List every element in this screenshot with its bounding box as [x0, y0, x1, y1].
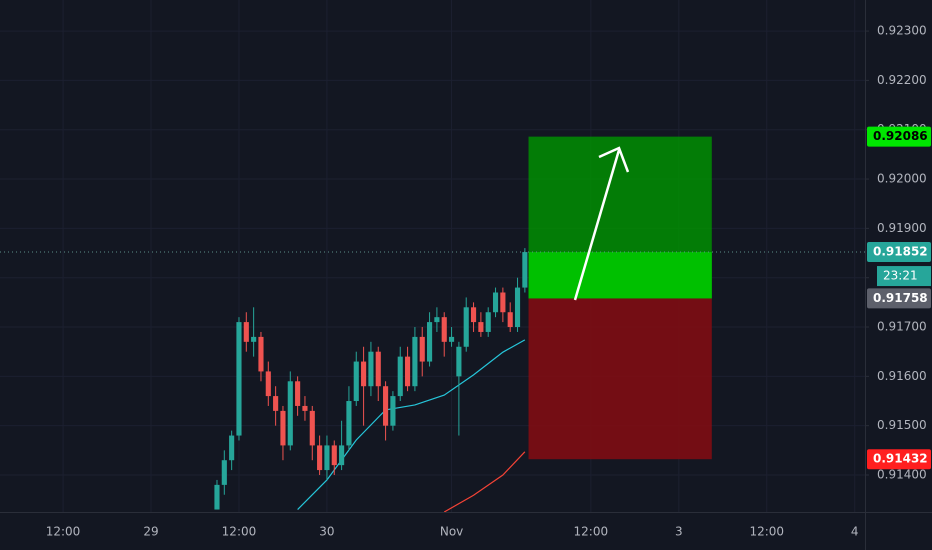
- price-label: 0.91432: [873, 452, 928, 466]
- y-tick-label: 0.91700: [877, 320, 927, 334]
- candle-body: [287, 381, 293, 446]
- price-label-bg: [867, 126, 931, 147]
- price-label: 0.91852: [873, 245, 928, 259]
- candle-body: [456, 346, 462, 377]
- candle-body: [507, 312, 513, 328]
- candle-body: [339, 445, 345, 466]
- candle-body: [383, 386, 389, 426]
- grid: [0, 0, 865, 512]
- candle-body: [295, 381, 301, 406]
- candle-body: [368, 351, 374, 387]
- y-tick-label: 0.91600: [877, 369, 927, 383]
- candle-body: [405, 356, 411, 387]
- candle-body: [375, 351, 381, 387]
- price-label: 0.92086: [873, 129, 928, 143]
- candle-body: [346, 401, 352, 446]
- x-tick-label: 30: [319, 525, 334, 539]
- candle-body: [361, 361, 367, 387]
- candle-body: [221, 460, 227, 485]
- candle-body: [485, 312, 491, 332]
- candle-body: [522, 252, 528, 288]
- candle-body: [412, 336, 418, 387]
- y-tick-label: 0.92000: [877, 172, 927, 186]
- candle-body: [214, 484, 220, 510]
- x-tick-label: Nov: [440, 525, 463, 539]
- candle-body: [236, 322, 242, 436]
- position-tool[interactable]: [528, 136, 712, 460]
- x-tick-label: 12:00: [749, 525, 784, 539]
- candle-body: [280, 410, 286, 446]
- candle-body: [353, 361, 359, 402]
- moving-average: [443, 451, 526, 512]
- arrow-head: [598, 146, 630, 173]
- x-tick-label: 12:00: [222, 525, 257, 539]
- price-label-bg: [867, 242, 931, 263]
- candle-body: [258, 336, 264, 372]
- candle-body: [500, 292, 506, 313]
- candle-body: [317, 445, 323, 471]
- candle-body: [514, 287, 521, 328]
- x-tick-label: 12:00: [574, 525, 609, 539]
- candle-body: [492, 292, 499, 313]
- y-tick-label: 0.91500: [877, 418, 927, 432]
- candle-body: [302, 405, 308, 411]
- candle-body: [309, 410, 315, 446]
- x-tick-label: 29: [143, 525, 158, 539]
- price-label: 0.91758: [873, 291, 928, 305]
- axes: 0.923000.922000.921000.920000.919000.918…: [46, 24, 931, 539]
- x-tick-label: 4: [851, 525, 859, 539]
- candle-body: [478, 322, 484, 332]
- y-tick-label: 0.91400: [877, 468, 927, 482]
- candle-body: [251, 336, 257, 342]
- arrow[interactable]: [573, 149, 621, 301]
- candle-body: [470, 307, 477, 323]
- candle-body: [441, 317, 447, 342]
- candle-body: [229, 435, 235, 461]
- candle-body: [265, 371, 271, 397]
- candle-body: [324, 445, 330, 471]
- candle-body: [243, 322, 249, 342]
- y-tick-label: 0.92200: [877, 73, 927, 87]
- x-tick-label: 12:00: [46, 525, 81, 539]
- candle-body: [390, 396, 396, 426]
- candle-body: [434, 317, 440, 323]
- price-label-bg: [867, 449, 931, 470]
- y-tick-label: 0.91900: [877, 221, 927, 235]
- candle-body: [397, 356, 403, 397]
- moving-average: [297, 339, 526, 510]
- countdown-label: 23:21: [883, 269, 918, 283]
- candle-body: [419, 336, 425, 362]
- countdown-bg: [877, 266, 931, 287]
- y-tick-label: 0.92300: [877, 24, 927, 38]
- candle-body: [448, 336, 455, 342]
- stop-zone: [528, 298, 712, 460]
- candle-body: [331, 445, 337, 466]
- candle-body: [463, 307, 469, 347]
- price-label-bg: [867, 288, 931, 309]
- plot-area: [0, 248, 865, 512]
- candle-body: [273, 396, 279, 411]
- candle-body: [427, 322, 433, 362]
- x-tick-label: 3: [675, 525, 683, 539]
- open-profit-zone: [528, 252, 712, 299]
